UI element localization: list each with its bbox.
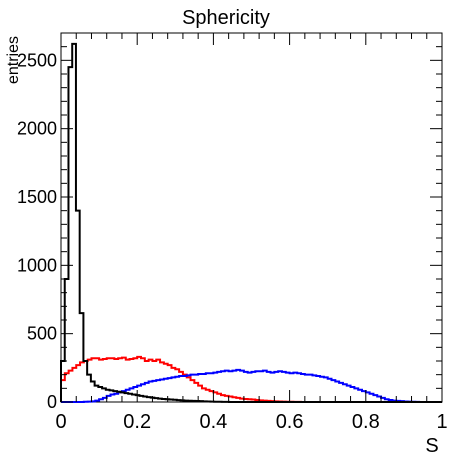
series-layer bbox=[60, 42, 442, 403]
x-tick-label: 1 bbox=[436, 411, 447, 433]
histogram-series-2 bbox=[61, 368, 442, 403]
y-tick-label: 0 bbox=[47, 392, 57, 412]
y-tick-label: 1500 bbox=[17, 187, 57, 207]
y-axis-label: entries bbox=[5, 36, 22, 84]
axis-layer: 0 500 1000 1500 2000 2500 0 0.2 0.4 0.6 0.8 1 bbox=[17, 32, 448, 433]
x-tick-label: 0.2 bbox=[123, 411, 151, 433]
x-tick-label: 0.8 bbox=[352, 411, 380, 433]
chart-title: Sphericity bbox=[182, 7, 270, 29]
x-tick-label: 0 bbox=[55, 411, 66, 433]
x-tick-label: 0.4 bbox=[199, 411, 227, 433]
y-tick-label: 2000 bbox=[17, 119, 57, 139]
y-tick-label: 1000 bbox=[17, 255, 57, 275]
plot-frame bbox=[60, 32, 443, 403]
x-tick-label: 0.6 bbox=[276, 411, 304, 433]
y-tick-label: 500 bbox=[27, 324, 57, 344]
histogram-series-3 bbox=[60, 42, 442, 403]
y-tick-label: 2500 bbox=[17, 50, 57, 70]
histogram-series-1 bbox=[60, 355, 442, 403]
x-axis-label: S bbox=[425, 435, 438, 457]
